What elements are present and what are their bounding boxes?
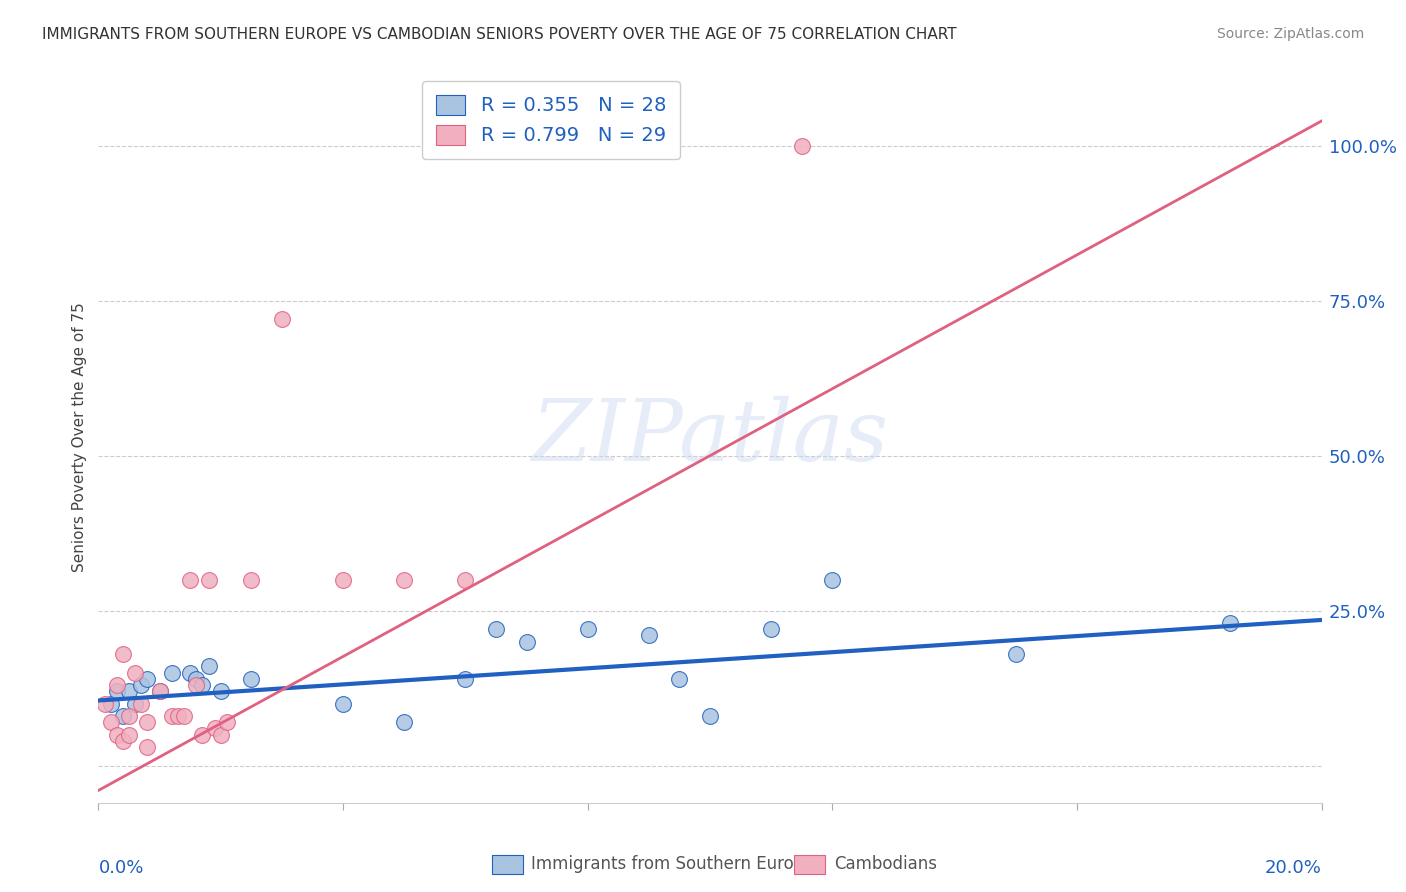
Point	[93, 697, 115, 711]
Point	[136, 715, 159, 730]
Point	[111, 734, 134, 748]
Point	[485, 622, 508, 636]
Point	[191, 728, 214, 742]
Point	[204, 722, 226, 736]
Point	[136, 672, 159, 686]
Point	[392, 573, 416, 587]
Text: ZIPatlas: ZIPatlas	[531, 396, 889, 478]
Point	[215, 715, 238, 730]
Point	[240, 672, 263, 686]
Point	[186, 672, 208, 686]
Legend: R = 0.355   N = 28, R = 0.799   N = 29: R = 0.355 N = 28, R = 0.799 N = 29	[422, 81, 679, 159]
Text: Source: ZipAtlas.com: Source: ZipAtlas.com	[1216, 27, 1364, 41]
Point	[186, 678, 208, 692]
Point	[332, 573, 354, 587]
Point	[111, 709, 134, 723]
Point	[668, 672, 690, 686]
Point	[191, 678, 214, 692]
Point	[167, 709, 190, 723]
Text: IMMIGRANTS FROM SOUTHERN EUROPE VS CAMBODIAN SENIORS POVERTY OVER THE AGE OF 75 : IMMIGRANTS FROM SOUTHERN EUROPE VS CAMBO…	[42, 27, 957, 42]
Point	[129, 697, 152, 711]
Point	[759, 622, 782, 636]
Point	[124, 665, 146, 680]
Text: Immigrants from Southern Europe: Immigrants from Southern Europe	[531, 855, 815, 873]
Point	[105, 678, 128, 692]
Point	[100, 715, 122, 730]
Point	[105, 728, 128, 742]
Point	[100, 697, 122, 711]
Text: Cambodians: Cambodians	[834, 855, 936, 873]
Point	[209, 684, 232, 698]
Point	[173, 709, 195, 723]
Point	[179, 573, 201, 587]
Point	[111, 647, 134, 661]
Point	[118, 709, 141, 723]
Point	[118, 728, 141, 742]
Point	[454, 573, 477, 587]
Point	[392, 715, 416, 730]
Point	[1004, 647, 1026, 661]
Point	[332, 697, 354, 711]
Point	[118, 684, 141, 698]
Point	[454, 672, 477, 686]
Point	[270, 312, 292, 326]
Point	[576, 622, 599, 636]
Text: 0.0%: 0.0%	[98, 859, 143, 877]
Point	[1219, 615, 1241, 630]
Point	[240, 573, 263, 587]
Point	[197, 573, 219, 587]
Text: 20.0%: 20.0%	[1265, 859, 1322, 877]
Point	[136, 739, 159, 754]
Point	[699, 709, 721, 723]
Point	[821, 573, 844, 587]
Point	[160, 665, 183, 680]
Point	[124, 697, 146, 711]
Y-axis label: Seniors Poverty Over the Age of 75: Seniors Poverty Over the Age of 75	[72, 302, 87, 572]
Point	[149, 684, 172, 698]
Point	[160, 709, 183, 723]
Point	[790, 138, 813, 153]
Point	[149, 684, 172, 698]
Point	[179, 665, 201, 680]
Point	[209, 728, 232, 742]
Point	[637, 628, 661, 642]
Point	[105, 684, 128, 698]
Point	[129, 678, 152, 692]
Point	[516, 634, 538, 648]
Point	[197, 659, 219, 673]
